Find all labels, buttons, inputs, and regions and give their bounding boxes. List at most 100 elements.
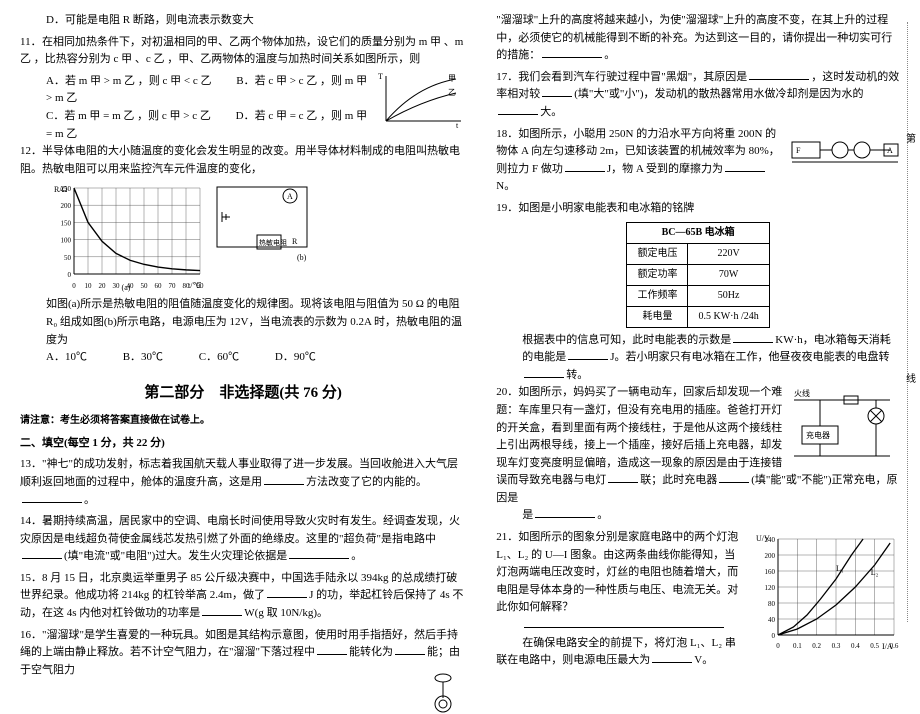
svg-text:80: 80	[768, 600, 776, 608]
q18-pulley-diagram: A F	[790, 128, 900, 170]
svg-text:0.4: 0.4	[851, 642, 860, 650]
fill-title: 二、填空(每空 1 分，共 22 分)	[20, 435, 466, 453]
svg-text:50: 50	[64, 254, 72, 262]
svg-text:40: 40	[768, 616, 776, 624]
svg-text:200: 200	[765, 552, 776, 560]
q20: 火线 充电器 20．如图所示，妈妈买了一辆电动车，回家后却发现一个难题：车库里只…	[496, 384, 900, 525]
q18-blank2[interactable]	[725, 161, 765, 172]
q14: 14．暑期持续高温，居民家中的空调、电扇长时间使用导致火灾时有发生。经调查发现，…	[20, 513, 466, 566]
q21-blank-v[interactable]	[652, 652, 692, 663]
svg-text:20: 20	[99, 282, 107, 290]
q19-blank3[interactable]	[524, 367, 564, 378]
q16-blank[interactable]	[317, 644, 347, 655]
q20-blank2[interactable]	[719, 472, 749, 483]
svg-text:70: 70	[169, 282, 177, 290]
q18-blank1[interactable]	[565, 161, 605, 172]
q12-stem-a: 半导体电阻的大小随温度的变化会发生明显的改变。用半导体材料制成的电阻叫热敏电阻。…	[20, 145, 460, 175]
svg-text:50: 50	[141, 282, 149, 290]
q14-text-b: (填"电流"或"电阻")过大。发生火灾理论依据是	[64, 550, 287, 562]
q12-number: 12．	[20, 143, 42, 161]
q15-blank2[interactable]	[202, 605, 242, 616]
q11-c: C．若 m 甲 = m 乙 ，则 c 甲 > c 乙	[46, 110, 211, 122]
right-column: 第 线 "溜溜球"上升的高度将越来越小，为使"溜溜球"上升的高度不变，在其上升的…	[496, 12, 900, 632]
q11-stem: 在相同加热条件下，对初温相同的甲、乙两个物体加热，设它们的质量分别为 m 甲 、…	[20, 36, 463, 66]
q16-cont: "溜溜球"上升的高度将越来越小，为使"溜溜球"上升的高度不变，在其上升的过程中，…	[496, 12, 900, 65]
svg-text:乙: 乙	[448, 88, 456, 97]
q11-number: 11．	[20, 34, 42, 52]
q20-circuit-diagram: 火线 充电器	[790, 386, 900, 468]
q14-blank2[interactable]	[289, 548, 349, 559]
fridge-spec-table: BC—65B 电冰箱 额定电压220V 额定功率70W 工作频率50Hz 耗电量…	[626, 222, 769, 328]
spec-r3c0: 耗电量	[627, 306, 688, 327]
spec-r1c1: 70W	[688, 264, 769, 285]
svg-text:I/A: I/A	[882, 642, 893, 651]
svg-text:0.2: 0.2	[812, 642, 821, 650]
svg-text:120: 120	[765, 584, 776, 592]
q12-a: A．10℃	[46, 351, 87, 363]
left-column: D．可能是电阻 R 断路，则电流表示数变大 11．在相同加热条件下，对初温相同的…	[20, 12, 466, 632]
svg-text:U/V: U/V	[756, 534, 770, 543]
svg-text:0.5: 0.5	[870, 642, 879, 650]
spec-r3c1: 0.5 KW·h /24h	[688, 306, 769, 327]
q18-text-b: J，物 A 受到的摩擦力为	[607, 163, 723, 175]
q12-c: C．60℃	[199, 351, 239, 363]
q16-yoyo-diagram	[420, 664, 466, 714]
q12-chart-a: 0102030405060708090050100150200250R/Ωt/℃…	[46, 182, 206, 292]
side-mark-1: 第	[904, 132, 918, 148]
q16: 16．"溜溜球"是学生喜爱的一种玩具。如图是其结构示意图，使用时用手指捂好，然后…	[20, 627, 466, 680]
q17: 17．我们会看到汽车行驶过程中冒"黑烟"，其原因是，这时发动机的效率相对较(填"…	[496, 69, 900, 122]
q11: 11．在相同加热条件下，对初温相同的甲、乙两个物体加热，设它们的质量分别为 m …	[20, 34, 466, 69]
svg-text:0.1: 0.1	[793, 642, 802, 650]
q13-blank2[interactable]	[22, 492, 82, 503]
svg-text:100: 100	[61, 237, 72, 245]
binding-dotline	[907, 22, 908, 622]
q19-text-a: 如图是小明家电能表和电冰箱的铭牌	[518, 202, 694, 214]
q17-blank2[interactable]	[542, 86, 572, 97]
svg-text:T: T	[378, 72, 383, 81]
svg-text:0: 0	[772, 632, 776, 640]
spec-r2c0: 工作频率	[627, 285, 688, 306]
q13: 13．"神七"的成功发射，标志着我国航天载人事业取得了进一步发展。当回收舱进入大…	[20, 456, 466, 509]
svg-text:60: 60	[155, 282, 163, 290]
q12-circuit-b: A 热敏电阻 R (b)	[212, 182, 312, 269]
svg-text:160: 160	[765, 568, 776, 576]
q15-blank[interactable]	[267, 587, 307, 598]
q17-blank3[interactable]	[498, 104, 538, 115]
q19-blank1[interactable]	[733, 332, 773, 343]
q19-blank2[interactable]	[568, 349, 608, 360]
svg-text:充电器: 充电器	[806, 430, 830, 440]
spec-r0c1: 220V	[688, 243, 769, 264]
svg-text:0.3: 0.3	[832, 642, 841, 650]
q11-temp-graph: 甲 乙 T t	[376, 71, 466, 129]
q21: 00.10.20.30.40.50.604080120160200240L₁L₂…	[496, 529, 900, 670]
q15-text-c: W(g 取 10N/kg)。	[244, 607, 328, 619]
svg-text:0: 0	[68, 271, 72, 279]
svg-text:30: 30	[113, 282, 121, 290]
q21-blank-explain[interactable]	[524, 617, 724, 628]
q11-a: A．若 m 甲 > m 乙 ，则 c 甲 < c 乙	[46, 75, 211, 87]
q20-blank1[interactable]	[608, 472, 638, 483]
q16d-blank[interactable]	[542, 47, 602, 58]
svg-text:热敏电阻: 热敏电阻	[259, 238, 287, 247]
q14-text-a: 暑期持续高温，居民家中的空调、电扇长时间使用导致火灾时有发生。经调查发现，火灾原…	[20, 515, 460, 545]
svg-text:(a): (a)	[122, 283, 131, 292]
svg-text:0: 0	[72, 282, 76, 290]
q18-text-c: N。	[496, 180, 515, 192]
q10-option-d: D．可能是电阻 R 断路，则电流表示数变大	[20, 12, 466, 30]
svg-text:10: 10	[85, 282, 93, 290]
part2-title: 第二部分 非选择题(共 76 分)	[20, 381, 466, 405]
q21-ui-chart: 00.10.20.30.40.50.604080120160200240L₁L₂…	[750, 531, 900, 651]
svg-text:t/℃: t/℃	[188, 281, 201, 290]
q17-text-c: (填"大"或"小")，发动机的散热器常用水做冷却剂是因为水的	[574, 88, 863, 100]
exam-notice: 请注意：考生必须将答案直接做在试卷上。	[20, 413, 466, 429]
q13-blank[interactable]	[264, 474, 304, 485]
q17-blank1[interactable]	[749, 69, 809, 80]
q19-text-b: 根据表中的信息可知，此时电能表的示数是	[522, 334, 731, 346]
spec-r1c0: 额定功率	[627, 264, 688, 285]
spec-title: BC—65B 电冰箱	[627, 222, 769, 243]
svg-text:(b): (b)	[297, 253, 307, 262]
q14-blank[interactable]	[22, 548, 62, 559]
q19-text-e: 转。	[566, 369, 588, 381]
q20-blank3[interactable]	[535, 507, 595, 518]
q16-blank2[interactable]	[395, 644, 425, 655]
